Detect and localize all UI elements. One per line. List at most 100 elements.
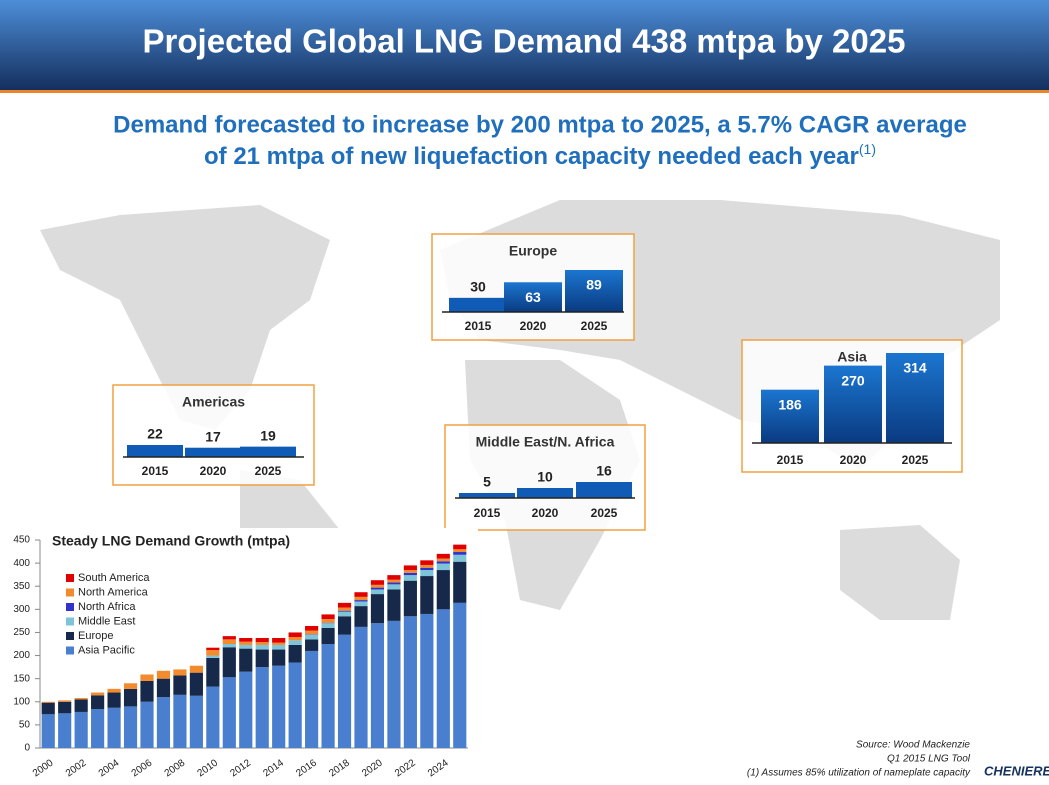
stacked-segment [354,596,368,601]
stacked-segment [91,692,105,696]
region-year-label: 2020 [200,464,227,478]
stacked-segment [288,640,302,645]
region-bar [185,447,241,457]
stacked-segment [272,637,286,643]
stacked-segment [420,576,434,614]
stacked-segment [403,570,417,573]
region-bar [449,297,507,312]
stacked-segment [222,677,236,748]
stacked-segment [288,632,302,638]
chart-title: Steady LNG Demand Growth (mtpa) [52,533,290,549]
source-line: Source: Wood Mackenzie [856,740,970,751]
y-tick-label: 450 [13,535,30,546]
region-year-label: 2025 [581,319,608,333]
stacked-segment [321,623,335,628]
stacked-segment [123,683,138,689]
stacked-segment [321,614,335,620]
region-bar [886,353,944,443]
stacked-segment [370,589,385,595]
stacked-segment [272,642,286,645]
region-value-label: 89 [586,277,602,293]
legend-label: Asia Pacific [78,644,135,656]
stacked-segment [173,675,187,695]
region-year-label: 2015 [142,464,169,478]
stacked-segment [255,637,269,643]
stacked-segment [420,567,434,571]
stacked-segment [255,667,269,748]
stacked-segment [370,623,385,748]
stacked-segment [354,592,368,597]
stacked-segment [387,584,401,590]
legend-label: North Africa [78,601,136,613]
stacked-segment [58,701,72,714]
y-tick-label: 0 [24,743,30,754]
header-rule [0,90,1049,93]
region-bar [761,389,819,443]
stacked-segment [436,609,450,748]
region-value-label: 22 [147,426,163,442]
stacked-segment [387,582,401,585]
stacked-segment [436,558,450,562]
stacked-segment [123,706,138,748]
stacked-segment [305,650,319,748]
stacked-segment [255,649,269,668]
source-line: (1) Assumes 85% utilization of nameplate… [747,768,971,779]
stacked-segment [436,553,450,559]
stacked-segment [41,714,55,748]
region-year-label: 2025 [255,464,282,478]
region-title: Americas [182,394,245,410]
y-tick-label: 250 [13,627,30,638]
stacked-segment [189,672,203,696]
stacked-segment [354,606,368,627]
region-year-label: 2020 [520,319,547,333]
stacked-segment [288,644,302,663]
stacked-segment [403,580,417,617]
region-box [112,384,315,486]
region-value-label: 16 [596,463,612,479]
y-tick-label: 150 [13,673,30,684]
stacked-segment [239,648,253,672]
subtitle-footnote: (1) [859,141,876,157]
region-bar [517,488,573,498]
stacked-segment [337,610,352,612]
stacked-segment [140,701,154,748]
region-bar [459,493,515,498]
stacked-segment [420,564,434,568]
stacked-segment [156,678,171,698]
legend-swatch [66,617,74,626]
stacked-segment [305,625,319,631]
stacked-segment [436,563,450,571]
stacked-segment [453,552,467,555]
stacked-segment [453,602,467,748]
region-bar [565,270,623,312]
stacked-segment [58,713,72,748]
stacked-segment [74,711,88,748]
legend-label: Europe [78,630,113,642]
stacked-segment [107,707,121,748]
legend-swatch [66,574,74,582]
stacked-segment [453,549,467,553]
region-title: Asia [837,349,867,365]
stacked-segment [272,665,286,748]
stacked-segment [436,570,450,610]
stacked-segment [222,644,236,648]
legend-swatch [66,646,74,655]
stacked-segment [321,644,335,748]
stacked-segment [206,657,220,687]
region-value-label: 314 [903,360,927,376]
region-year-label: 2020 [840,453,867,467]
stacked-segment [91,695,105,710]
stacked-segment [239,671,253,748]
stacked-segment [173,669,187,676]
stacked-segment [222,639,236,644]
region-value-label: 19 [260,427,276,443]
region-bar [824,365,882,443]
stacked-segment [436,561,450,564]
stacked-segment [222,647,236,678]
stacked-segment [337,634,352,748]
region-title: Middle East/N. Africa [476,434,615,450]
stacked-segment [321,627,335,644]
stacked-segment [337,611,352,617]
stacked-segment [403,575,417,581]
